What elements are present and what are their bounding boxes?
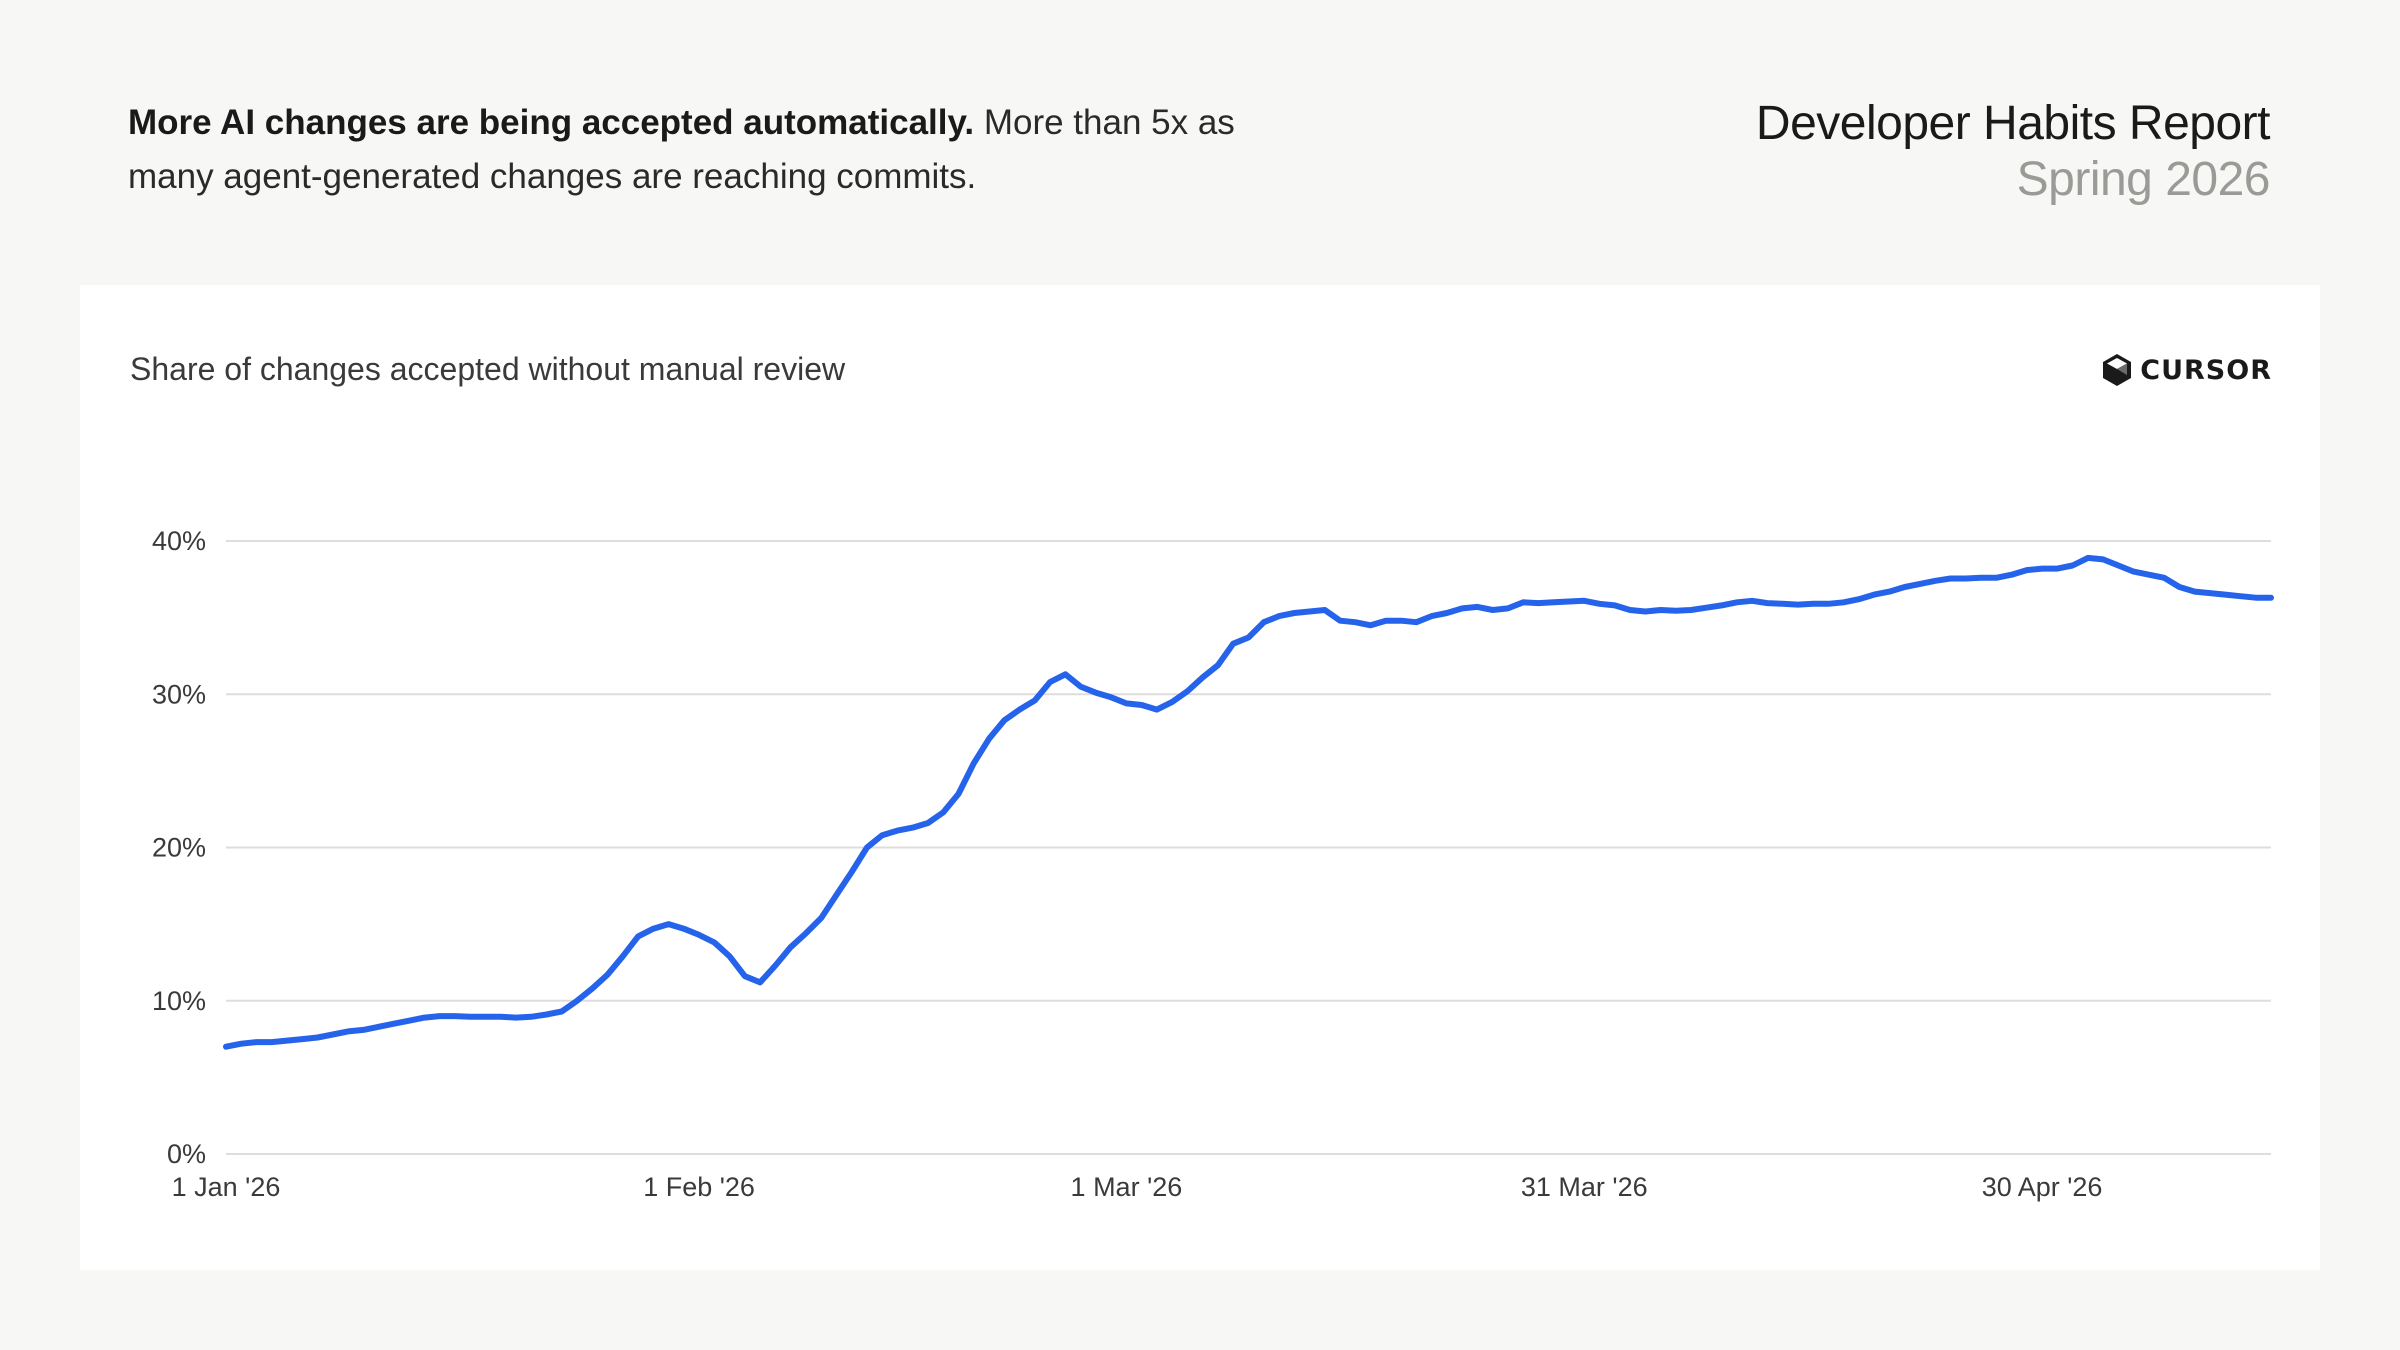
x-tick-label: 30 Apr '26 bbox=[1982, 1172, 2103, 1202]
chart-card: Share of changes accepted without manual… bbox=[80, 285, 2320, 1270]
x-tick-label: 1 Feb '26 bbox=[643, 1172, 755, 1202]
report-title-block: Developer Habits Report Spring 2026 bbox=[1755, 96, 2271, 208]
cursor-logo: CURSOR bbox=[2102, 353, 2272, 387]
x-tick-label: 31 Mar '26 bbox=[1521, 1172, 1648, 1202]
y-tick-label: 40% bbox=[152, 526, 206, 556]
y-tick-label: 10% bbox=[152, 986, 206, 1016]
y-tick-label: 0% bbox=[167, 1139, 206, 1169]
x-tick-label: 1 Jan '26 bbox=[172, 1172, 281, 1202]
line-chart: 0% 10% 20% 30% 40% 1 Jan '26 1 Feb '26 1 Mar '2… bbox=[152, 526, 2274, 1202]
logo-text: CURSOR bbox=[2140, 354, 2272, 386]
x-tick-label: 1 Mar '26 bbox=[1071, 1172, 1183, 1202]
headline: More AI changes are being accepted autom… bbox=[128, 96, 1288, 204]
headline-bold: More AI changes are being accepted autom… bbox=[128, 103, 975, 142]
y-tick-label: 30% bbox=[152, 679, 206, 709]
chart-title: Share of changes accepted without manual… bbox=[130, 351, 846, 387]
cube-icon bbox=[2103, 354, 2132, 386]
y-tick-label: 20% bbox=[152, 833, 206, 863]
report-subtitle: Spring 2026 bbox=[2016, 153, 2271, 206]
headline-rest: More than 5x as many agent-generated cha… bbox=[128, 103, 1235, 196]
report-title: Developer Habits Report bbox=[1755, 97, 2271, 150]
series-line bbox=[223, 554, 2274, 1050]
